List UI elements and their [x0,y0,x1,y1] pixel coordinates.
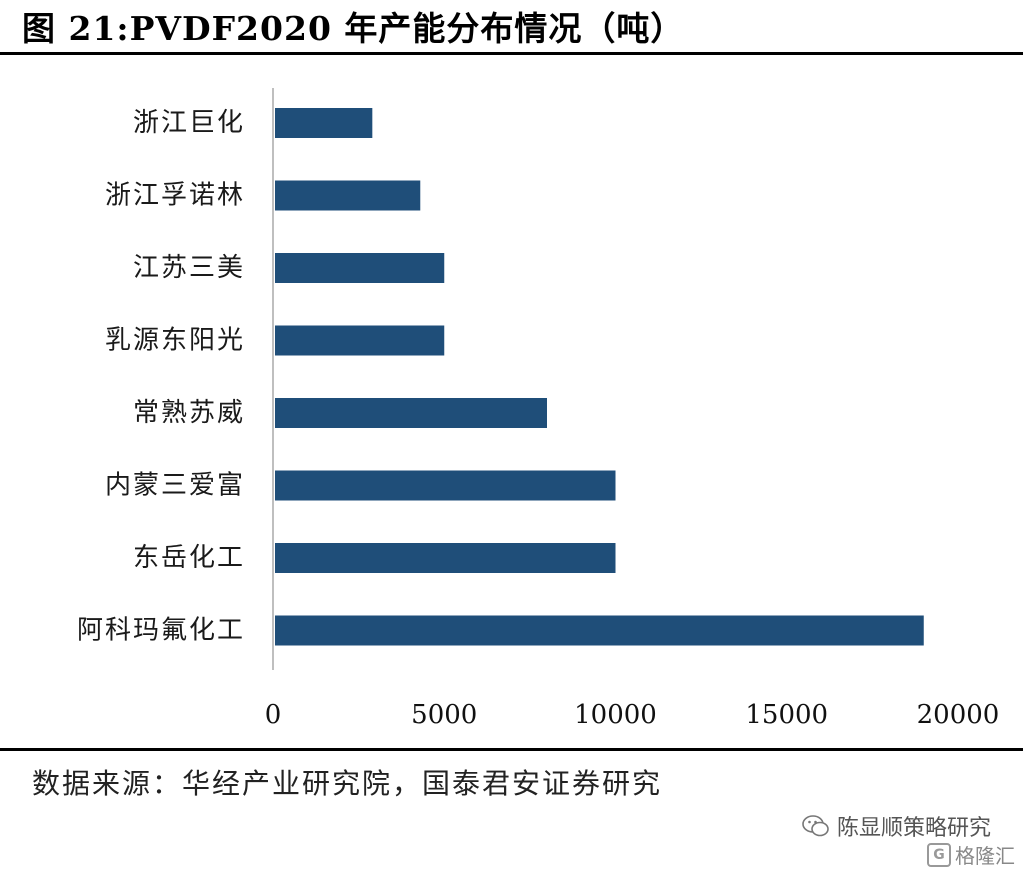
source-note: 数据来源：华经产业研究院，国泰君安证券研究 [32,767,663,800]
x-tick-label: 10000 [574,700,657,730]
x-tick-label: 20000 [917,700,1000,730]
watermark: 陈显顺策略研究 [801,810,991,842]
wechat-icon [802,815,829,837]
bar [275,325,445,356]
x-tick-label: 0 [265,700,282,730]
bar [275,543,616,573]
category-label: 浙江孚诺林 [105,181,245,211]
category-label: 浙江巨化 [133,108,245,138]
gelonghui-logo: G 格隆汇 [927,840,1015,869]
logo-text: 格隆汇 [955,844,1015,868]
x-tick-label: 5000 [411,700,477,730]
bar [275,615,924,646]
category-label: 乳源东阳光 [105,326,245,356]
bar [275,398,547,428]
x-tick-label: 15000 [745,700,828,730]
watermark-text: 陈显顺策略研究 [836,816,991,841]
category-label: 东岳化工 [133,543,245,573]
bottom-divider [0,748,1023,751]
bar [275,253,445,283]
chart-title: 图 21:PVDF2020 年产能分布情况（吨） [22,9,685,48]
bar [275,470,616,501]
top-divider [0,52,1023,55]
logo-icon: G [927,842,951,867]
category-label: 内蒙三爱富 [105,471,245,501]
category-label: 阿科玛氟化工 [77,616,245,646]
category-label: 江苏三美 [133,253,245,283]
category-label: 常熟苏威 [133,398,245,428]
bar [275,180,421,211]
bar [275,108,373,138]
